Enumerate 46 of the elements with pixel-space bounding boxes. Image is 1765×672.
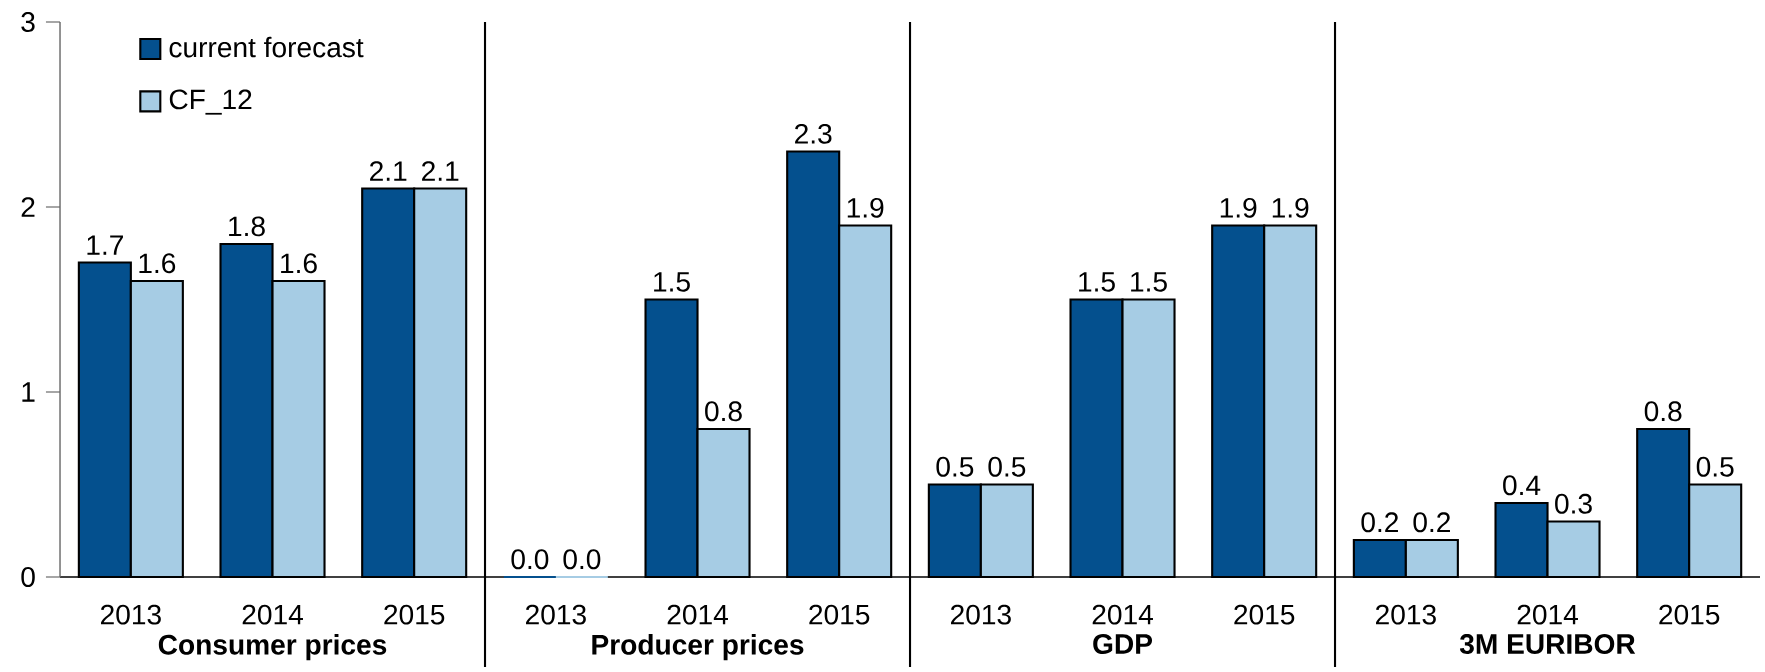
data-label: 0.0 xyxy=(511,549,549,570)
x-tick-label: 2015 xyxy=(1659,604,1720,625)
text: GDP xyxy=(1093,634,1153,654)
data-label: 1.9 xyxy=(847,197,884,218)
data-label: 1.7 xyxy=(87,235,123,255)
legend-label: CF_12 xyxy=(169,89,252,115)
legend-label: current forecast xyxy=(169,36,364,58)
x-tick-label: 2013 xyxy=(526,604,586,625)
data-label: 0.5 xyxy=(988,456,1026,477)
data-label: 0.4 xyxy=(1503,475,1541,496)
data-label: 0.5 xyxy=(1696,456,1734,477)
y-tick-label: 1 xyxy=(22,382,35,402)
data-label: 2.1 xyxy=(422,161,459,181)
text: Consumer prices xyxy=(158,634,387,661)
data-label: 0.2 xyxy=(1413,512,1450,533)
x-tick-label: 2015 xyxy=(384,604,445,625)
data-label: 1.9 xyxy=(1272,197,1309,218)
y-tick-label: 3 xyxy=(21,12,35,32)
data-label: 1.5 xyxy=(1079,272,1115,292)
x-tick-label: 2014 xyxy=(242,604,303,625)
data-label: 0.8 xyxy=(1644,401,1682,422)
data-label: 0.8 xyxy=(705,401,742,422)
y-tick-label: 0 xyxy=(21,567,35,587)
data-label: 1.9 xyxy=(1220,197,1257,218)
x-tick-label: 2014 xyxy=(667,604,728,625)
text: Producer prices xyxy=(592,634,804,661)
x-tick-label: 2013 xyxy=(1376,604,1436,625)
data-label: 1.6 xyxy=(139,253,176,274)
data-label: 0.3 xyxy=(1555,493,1592,514)
data-label: 1.6 xyxy=(281,253,317,274)
data-label: 0.0 xyxy=(563,549,601,570)
text: 3M EURIBOR xyxy=(1459,634,1636,655)
x-tick-label: 2013 xyxy=(951,604,1011,625)
data-label: 2.3 xyxy=(795,123,832,144)
data-label: 1.5 xyxy=(1131,272,1167,292)
x-tick-label: 2014 xyxy=(1092,604,1153,625)
data-label: 0.2 xyxy=(1361,512,1398,533)
data-label: 1.8 xyxy=(229,216,265,237)
x-tick-label: 2013 xyxy=(101,604,161,625)
data-label: 0.5 xyxy=(936,456,974,477)
x-tick-label: 2015 xyxy=(809,604,870,625)
data-label: 2.1 xyxy=(370,161,407,181)
x-tick-label: 2014 xyxy=(1517,604,1578,625)
x-tick-label: 2015 xyxy=(1234,604,1295,625)
data-label: 1.5 xyxy=(654,272,690,292)
y-tick-label: 2 xyxy=(21,197,35,217)
